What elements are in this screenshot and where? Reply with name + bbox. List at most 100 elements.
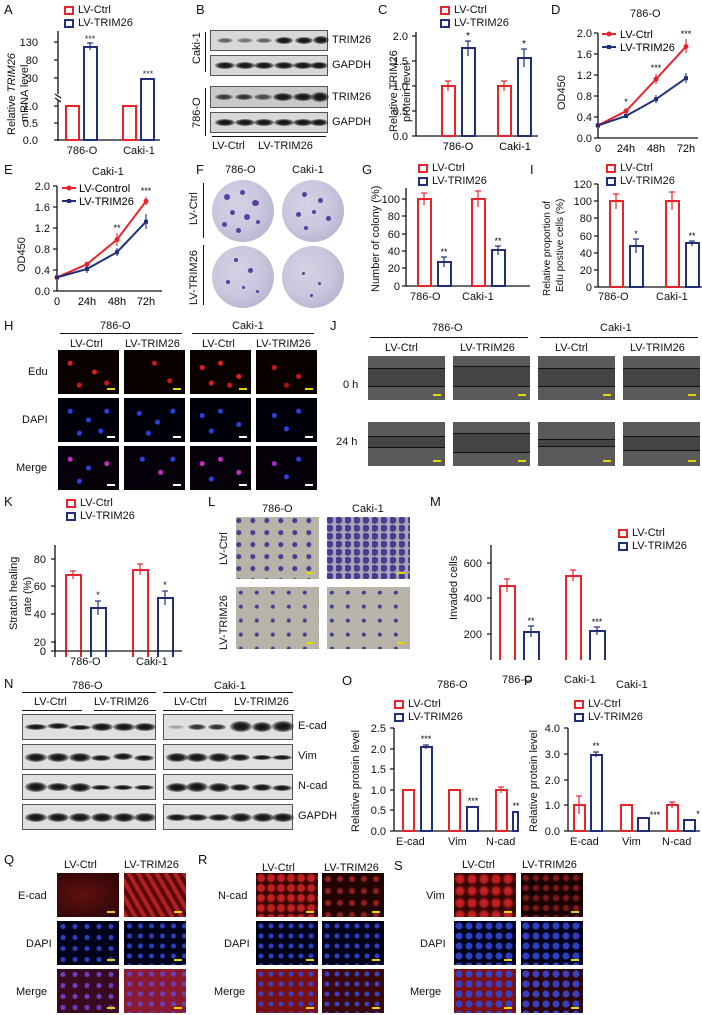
- f-col-786: 786-O: [225, 164, 256, 176]
- legend-trim-swatch: [64, 18, 74, 28]
- svg-text:30: 30: [26, 73, 38, 85]
- svg-text:120: 120: [574, 180, 592, 191]
- img-wound-caki-trim-0h: [623, 356, 700, 400]
- i-legend-trim: LV-TRIM26: [606, 175, 675, 187]
- s-col-ctrl: LV-Ctrl: [462, 859, 495, 871]
- img-edu-786-ctrl: [58, 350, 119, 394]
- dish-caki-ctrl: [282, 180, 344, 242]
- m-cat-caki: Caki-1: [564, 674, 596, 686]
- b-label-trim26-2: TRIM26: [332, 91, 372, 103]
- j-col-3: LV-Ctrl: [555, 342, 588, 354]
- blot-n-786-ncad: [22, 774, 156, 800]
- svg-text:***: ***: [85, 34, 96, 44]
- panel-label-f: F: [196, 162, 204, 177]
- svg-text:*: *: [634, 229, 638, 239]
- chart-d: 2.01.61.20.80.40.0 ******* 0 24h 48h 72h LV…: [577, 28, 698, 155]
- svg-text:0.0: 0.0: [545, 826, 560, 835]
- img-wound-786-ctrl-0h: [368, 356, 445, 400]
- svg-text:***: ***: [592, 617, 603, 627]
- r-col-ctrl: LV-Ctrl: [262, 862, 295, 874]
- blot-n-caki-ecad: [163, 714, 294, 740]
- svg-text:72h: 72h: [677, 143, 695, 155]
- k-cat-caki: Caki-1: [136, 656, 168, 668]
- dish-786-ctrl: [212, 180, 274, 242]
- dish-caki-trim: [282, 246, 344, 308]
- c-ylabel-2: protein level: [401, 62, 413, 122]
- img-invasion-caki-trim: [327, 587, 410, 649]
- chart-m: 6004002000 *****: [464, 545, 606, 660]
- svg-text:2.0: 2.0: [371, 744, 386, 756]
- h-row-edu: Edu: [28, 366, 48, 378]
- svg-text:72h: 72h: [137, 296, 155, 308]
- img-q-ecad-ctrl: [57, 873, 119, 917]
- panel-label-p: P: [524, 673, 533, 688]
- panel-label-c: C: [378, 2, 388, 17]
- panel-label-e: E: [4, 162, 13, 177]
- blot-n-786-vim: [22, 744, 156, 770]
- q-row-dapi: DAPI: [26, 938, 52, 950]
- chart-p: 4.03.02.01.00.0 ***** *: [545, 723, 701, 835]
- d-ylabel: OD450: [556, 75, 568, 110]
- svg-text:***: ***: [651, 63, 662, 73]
- img-wound-caki-ctrl-0h: [538, 356, 615, 400]
- n-col-4: LV-TRIM26: [234, 696, 289, 708]
- legend-ctrl-swatch: [64, 5, 74, 15]
- svg-text:**: **: [440, 247, 448, 257]
- panel-label-l: L: [208, 494, 216, 509]
- svg-text:0.8: 0.8: [577, 91, 592, 103]
- m-cat-786: 786-O: [502, 674, 533, 686]
- g-ylabel: Number of colony (%): [370, 185, 382, 292]
- i-ylabel-2: Edu postive cells (%): [555, 198, 566, 292]
- svg-text:0.5: 0.5: [371, 805, 386, 817]
- n-label-ecad: E-cad: [298, 720, 327, 732]
- svg-text:**: **: [494, 236, 502, 246]
- img-q-dapi-trim: [124, 921, 186, 965]
- img-r-dapi-trim: [322, 921, 384, 965]
- blot-caki-gapdh: [210, 55, 328, 76]
- svg-text:***: ***: [421, 734, 432, 744]
- svg-text:***: ***: [681, 29, 692, 39]
- g-cat-caki: Caki-1: [462, 291, 494, 303]
- svg-text:24h: 24h: [617, 143, 635, 155]
- r-row-dapi: DAPI: [224, 938, 250, 950]
- blot-n-caki-ncad: [163, 774, 293, 800]
- s-row-merge: Merge: [410, 986, 442, 998]
- svg-text:**: **: [527, 616, 535, 626]
- d-title: 786-O: [630, 8, 661, 20]
- svg-text:1.0: 1.0: [371, 785, 386, 797]
- img-dapi-caki-trim: [256, 398, 317, 442]
- svg-text:2.0: 2.0: [545, 775, 560, 787]
- l-row-trim: LV-TRIM26: [218, 595, 230, 650]
- img-dapi-786-ctrl: [58, 398, 119, 442]
- img-r-ncad-ctrl: [256, 873, 318, 917]
- svg-text:1.6: 1.6: [577, 49, 592, 61]
- svg-text:2.0: 2.0: [393, 31, 408, 43]
- blot-786-gapdh: [210, 112, 328, 133]
- chart-k: 80 60 40 20 * *: [34, 545, 174, 657]
- g-legend-ctrl: LV-Ctrl: [418, 162, 465, 174]
- c-ylabel-1: Relative TRIM26: [388, 50, 400, 132]
- n-group-caki: Caki-1: [214, 680, 246, 692]
- svg-text:***: ***: [143, 69, 154, 79]
- g-legend-trim: LV-TRIM26: [418, 175, 487, 187]
- n-col-1: LV-Ctrl: [34, 696, 67, 708]
- svg-text:80: 80: [388, 211, 400, 223]
- svg-text:*: *: [624, 97, 628, 107]
- svg-text:*: *: [163, 580, 167, 590]
- svg-text:*: *: [96, 590, 100, 600]
- n-col-3: LV-Ctrl: [174, 696, 207, 708]
- r-col-trim: LV-TRIM26: [324, 862, 379, 874]
- l-col-786: 786-O: [262, 503, 293, 515]
- svg-text:600: 600: [464, 558, 482, 570]
- panel-label-a: A: [4, 2, 13, 17]
- svg-text:0: 0: [586, 282, 592, 294]
- b-label-trim26-1: TRIM26: [332, 34, 372, 46]
- img-edu-caki-trim: [256, 350, 317, 394]
- chart-g: 100 80 60 40 20 0 ** **: [382, 188, 530, 293]
- p-cat-ncad: N-cad: [662, 836, 692, 848]
- img-edu-caki-ctrl: [190, 350, 251, 394]
- img-edu-786-trim: [124, 350, 185, 394]
- svg-text:0.0: 0.0: [35, 286, 50, 298]
- img-q-merge-trim: [124, 969, 186, 1013]
